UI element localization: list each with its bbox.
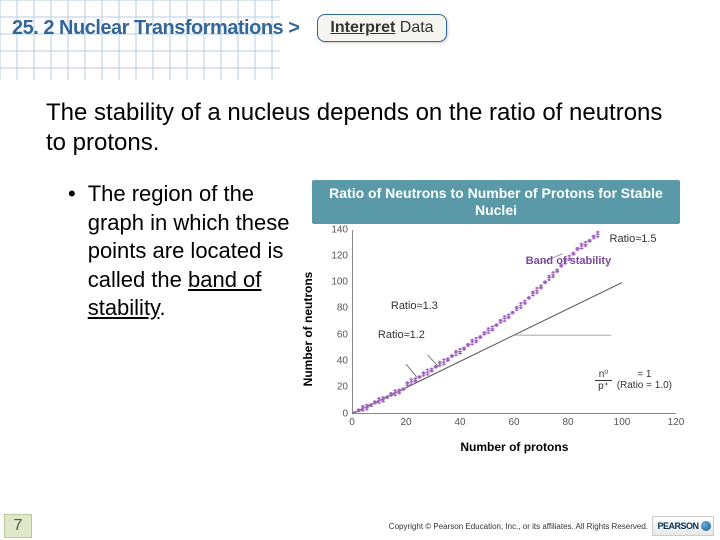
x-tick: 120 xyxy=(668,417,685,428)
slide-header: 25. 2 Nuclear Transformations > Interpre… xyxy=(0,0,720,50)
x-tick: 60 xyxy=(508,417,519,428)
slide-footer: Copyright © Pearson Education, Inc., or … xyxy=(0,512,720,540)
annot-ratio13: Ratio≈1.3 xyxy=(391,300,438,312)
ratio-formula: n⁰p⁺ = 1(Ratio = 1.0) xyxy=(595,369,672,392)
bullet-marker: • xyxy=(68,180,76,323)
main-statement: The stability of a nucleus depends on th… xyxy=(46,98,680,158)
slide-body: The stability of a nucleus depends on th… xyxy=(0,50,720,434)
x-tick: 20 xyxy=(400,417,411,428)
y-tick: 80 xyxy=(322,303,348,314)
y-tick: 20 xyxy=(322,382,348,393)
copyright-text: Copyright © Pearson Education, Inc., or … xyxy=(389,522,648,531)
y-tick: 0 xyxy=(322,408,348,419)
action-bold: Interpret xyxy=(330,19,395,36)
bullet-item: • The region of the graph in which these… xyxy=(68,180,306,323)
plot-region: Ratio≈1.5 Band of stability Ratio≈1.3 Ra… xyxy=(352,230,676,414)
section-title: 25. 2 Nuclear Transformations > xyxy=(12,17,299,40)
y-tick: 120 xyxy=(322,250,348,261)
annot-ratio15: Ratio≈1.5 xyxy=(610,233,657,245)
x-tick: 80 xyxy=(562,417,573,428)
bullet-column: • The region of the graph in which these… xyxy=(46,180,306,323)
y-axis-label: Number of neutrons xyxy=(301,271,315,386)
y-tick: 140 xyxy=(322,224,348,235)
annot-ratio12: Ratio≈1.2 xyxy=(378,329,425,341)
bullet-text: The region of the graph in which these p… xyxy=(88,180,306,323)
action-rest: Data xyxy=(395,19,433,36)
y-tick: 60 xyxy=(322,329,348,340)
x-tick: 40 xyxy=(454,417,465,428)
chart-area: Number of neutrons Ratio≈1.5 Band of sta… xyxy=(312,224,680,434)
action-badge: Interpret Data xyxy=(317,14,446,42)
chart-column: Ratio of Neutrons to Number of Protons f… xyxy=(312,180,680,434)
annot-band: Band of stability xyxy=(526,255,612,267)
x-tick: 0 xyxy=(349,417,355,428)
x-tick: 100 xyxy=(614,417,631,428)
y-tick: 100 xyxy=(322,277,348,288)
chart-title: Ratio of Neutrons to Number of Protons f… xyxy=(312,180,680,224)
y-tick: 40 xyxy=(322,356,348,367)
pearson-logo: PEARSON xyxy=(652,516,714,536)
x-axis-label: Number of protons xyxy=(460,440,568,454)
content-row: • The region of the graph in which these… xyxy=(46,180,680,434)
